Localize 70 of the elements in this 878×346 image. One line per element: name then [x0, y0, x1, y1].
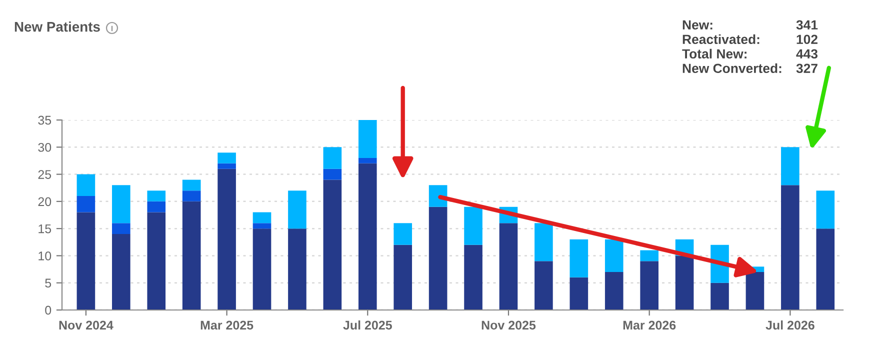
bar [428, 206, 448, 310]
bar [781, 185, 800, 310]
y-tick-label: 15 [38, 224, 52, 234]
chart-title: New Patients [14, 22, 100, 32]
bar [323, 147, 342, 169]
bar [147, 190, 166, 202]
text: 443 [796, 49, 818, 59]
x-tick-label: Mar 2026 [623, 320, 676, 330]
bar [640, 261, 658, 310]
bar [182, 180, 201, 191]
y-tick-label: 10 [38, 252, 52, 260]
bar [218, 152, 236, 164]
y-tick-label: 30 [38, 142, 52, 152]
bar [252, 223, 272, 229]
bar [604, 272, 624, 310]
bar [534, 261, 553, 310]
bar [218, 168, 236, 310]
bar [816, 190, 835, 229]
bar [252, 228, 272, 310]
text: Reactivated: [682, 34, 760, 44]
bar [112, 234, 130, 310]
text: 327 [796, 64, 818, 74]
x-tick-label: Jul 2025 [343, 320, 392, 330]
x-tick-label: Mar 2025 [200, 320, 254, 330]
y-tick-label: 35 [38, 116, 52, 125]
bar [323, 168, 342, 180]
text: 102 [796, 34, 818, 44]
bar [358, 120, 377, 158]
bar [182, 201, 201, 310]
y-tick-label: 25 [38, 170, 52, 179]
text: 341 [796, 20, 818, 30]
bar [394, 223, 412, 245]
bar [358, 158, 377, 164]
x-tick-label: Nov 2024 [59, 320, 114, 330]
bar [570, 239, 588, 278]
bar [710, 282, 729, 310]
bar [534, 223, 553, 262]
bar [252, 212, 272, 224]
bar [464, 206, 482, 245]
bar [76, 174, 96, 196]
bar [675, 256, 694, 310]
bar [394, 244, 412, 310]
bar [218, 163, 236, 169]
bar [640, 250, 658, 262]
bar [428, 185, 448, 207]
y-tick-label: 20 [38, 197, 52, 206]
x-tick-label: Nov 2025 [482, 320, 536, 330]
bar [570, 277, 588, 310]
bar [499, 223, 518, 310]
bar [112, 185, 130, 224]
bar [288, 190, 306, 229]
bar [323, 180, 342, 310]
bar [112, 223, 130, 234]
bar [464, 244, 482, 310]
y-tick-label: 5 [45, 278, 52, 288]
bar [816, 228, 835, 310]
bar [604, 239, 624, 272]
text: New Converted: [682, 63, 782, 74]
bar [358, 163, 377, 310]
x-tick-label: Jul 2026 [766, 320, 814, 330]
bar [76, 212, 96, 310]
text: Total New: [682, 48, 746, 59]
bar [147, 201, 166, 212]
bar [182, 190, 201, 202]
bar [147, 212, 166, 310]
bar [76, 196, 96, 212]
bar [288, 228, 306, 310]
bar [781, 147, 800, 186]
text: New: [682, 20, 712, 30]
y-tick-label: 0 [45, 306, 52, 315]
